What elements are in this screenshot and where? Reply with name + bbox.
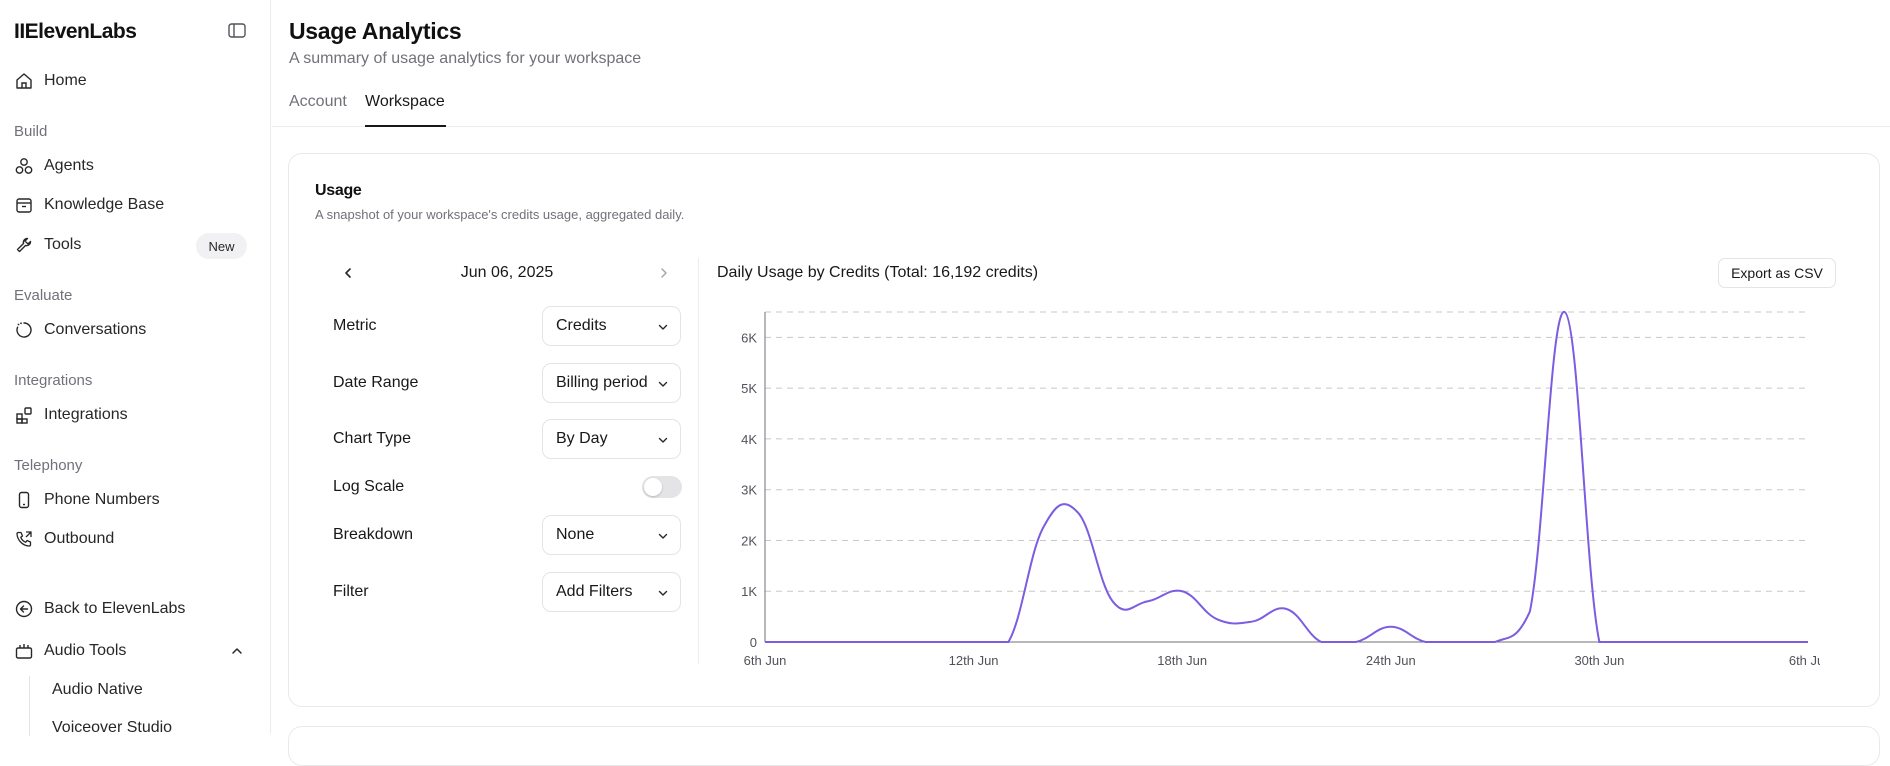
- sidebar-item-tools[interactable]: Tools: [14, 230, 81, 260]
- sidebar-item-label: Agents: [44, 157, 94, 174]
- sidebar-item-audio-native[interactable]: Audio Native: [52, 681, 143, 698]
- sidebar-item-label: Back to ElevenLabs: [44, 600, 186, 617]
- date-range-select[interactable]: Billing period: [542, 363, 681, 403]
- chevron-down-icon: [658, 324, 668, 330]
- y-tick-label: 3K: [741, 483, 757, 498]
- page-subtitle: A summary of usage analytics for your wo…: [289, 50, 642, 67]
- usage-title: Usage: [315, 182, 362, 199]
- y-tick-label: 0: [750, 635, 757, 650]
- submenu-rail: [29, 676, 30, 736]
- tab-workspace[interactable]: Workspace: [365, 93, 445, 110]
- chevron-down-icon: [658, 590, 668, 596]
- home-icon: [14, 71, 34, 91]
- date-range-label: Date Range: [333, 374, 419, 391]
- y-tick-label: 6K: [741, 330, 757, 345]
- folder-icon: [14, 195, 34, 215]
- sidebar-item-label: Integrations: [44, 406, 128, 423]
- filter-value: Add Filters: [556, 583, 633, 600]
- x-tick-label: 6th Jun: [744, 653, 787, 668]
- metric-value: Credits: [556, 317, 607, 334]
- section-label-evaluate: Evaluate: [14, 287, 73, 304]
- y-tick-label: 4K: [741, 432, 757, 447]
- agents-icon: [14, 156, 34, 176]
- breakdown-label: Breakdown: [333, 526, 414, 543]
- controls-divider: [698, 258, 699, 664]
- toggle-knob: [644, 478, 662, 496]
- log-scale-label: Log Scale: [333, 478, 405, 495]
- filter-select[interactable]: Add Filters: [542, 572, 681, 612]
- sidebar-item-label: Phone Numbers: [44, 491, 160, 508]
- y-tick-label: 2K: [741, 533, 757, 548]
- usage-chart: 0 1K 2K 3K 4K 5K 6K 6th Jun 12th Jun 18th Jun 24th…: [741, 310, 1820, 668]
- wrench-icon: [14, 235, 34, 255]
- new-badge: New: [196, 233, 247, 259]
- series-line: [764, 310, 1808, 643]
- sidebar-item-phone-numbers[interactable]: Phone Numbers: [14, 485, 160, 515]
- sidebar-toggle-icon[interactable]: [228, 23, 246, 38]
- x-tick-label: 24th Jun: [1366, 653, 1416, 668]
- phone-icon: [14, 490, 34, 510]
- chevron-up-icon[interactable]: [229, 643, 245, 659]
- x-tick-label: 18th Jun: [1157, 653, 1207, 668]
- tab-account[interactable]: Account: [289, 93, 347, 110]
- section-label-telephony: Telephony: [14, 457, 83, 474]
- metric-select[interactable]: Credits: [542, 306, 681, 346]
- sidebar: IIElevenLabs Home Build Agents Knowledge…: [0, 0, 271, 736]
- chevron-down-icon: [658, 381, 668, 387]
- breakdown-select[interactable]: None: [542, 515, 681, 555]
- conversations-icon: [14, 320, 34, 340]
- sidebar-item-outbound[interactable]: Outbound: [14, 524, 114, 554]
- chart-type-select[interactable]: By Day: [542, 419, 681, 459]
- sidebar-item-label: Outbound: [44, 530, 115, 547]
- integrations-icon: [14, 405, 34, 425]
- y-tick-label: 5K: [741, 381, 757, 396]
- audio-tools-toggle[interactable]: Audio Tools: [14, 636, 126, 666]
- sidebar-item-label: Audio Tools: [44, 642, 127, 659]
- audio-tools-icon: [14, 641, 34, 661]
- section-label-integrations: Integrations: [14, 372, 93, 389]
- sidebar-item-integrations[interactable]: Integrations: [14, 400, 128, 430]
- sidebar-item-voiceover-studio[interactable]: Voiceover Studio: [52, 719, 173, 736]
- next-card: [288, 726, 1880, 766]
- x-tick-label: 6th Jul: [1789, 653, 1820, 668]
- date-label: Jun 06, 2025: [460, 264, 554, 281]
- metric-label: Metric: [333, 317, 377, 334]
- sidebar-item-agents[interactable]: Agents: [14, 151, 94, 181]
- breakdown-value: None: [556, 526, 595, 543]
- app-logo[interactable]: IIElevenLabs: [14, 20, 137, 43]
- sidebar-item-conversations[interactable]: Conversations: [14, 315, 146, 345]
- back-to-elevenlabs-link[interactable]: Back to ElevenLabs: [14, 594, 185, 624]
- date-range-value: Billing period: [556, 374, 648, 391]
- usage-subtitle: A snapshot of your workspace's credits u…: [315, 207, 685, 222]
- active-tab-indicator: [365, 125, 446, 127]
- sidebar-item-label: Knowledge Base: [44, 196, 165, 213]
- sidebar-item-label: Home: [44, 72, 87, 89]
- sidebar-item-knowledge-base[interactable]: Knowledge Base: [14, 190, 164, 220]
- log-scale-toggle[interactable]: [642, 476, 682, 498]
- chevron-down-icon: [658, 437, 668, 443]
- chevron-down-icon: [658, 533, 668, 539]
- sidebar-item-home[interactable]: Home: [14, 66, 87, 96]
- chevron-right-icon[interactable]: [656, 265, 672, 281]
- section-label-build: Build: [14, 123, 48, 140]
- page-title: Usage Analytics: [289, 18, 462, 44]
- chevron-left-icon[interactable]: [340, 265, 356, 281]
- arrow-left-circle-icon: [14, 599, 34, 619]
- chart-type-value: By Day: [556, 430, 608, 447]
- phone-outgoing-icon: [14, 529, 34, 549]
- chart-type-label: Chart Type: [333, 430, 411, 447]
- x-tick-label: 30th Jun: [1574, 653, 1624, 668]
- export-csv-button[interactable]: Export as CSV: [1718, 258, 1836, 288]
- x-tick-label: 12th Jun: [949, 653, 999, 668]
- sidebar-item-label: Tools: [44, 236, 82, 253]
- chart-title: Daily Usage by Credits (Total: 16,192 cr…: [717, 264, 1039, 281]
- tabs-divider: [272, 126, 1890, 127]
- filter-label: Filter: [333, 583, 369, 600]
- sidebar-item-label: Conversations: [44, 321, 147, 338]
- y-tick-label: 1K: [741, 584, 757, 599]
